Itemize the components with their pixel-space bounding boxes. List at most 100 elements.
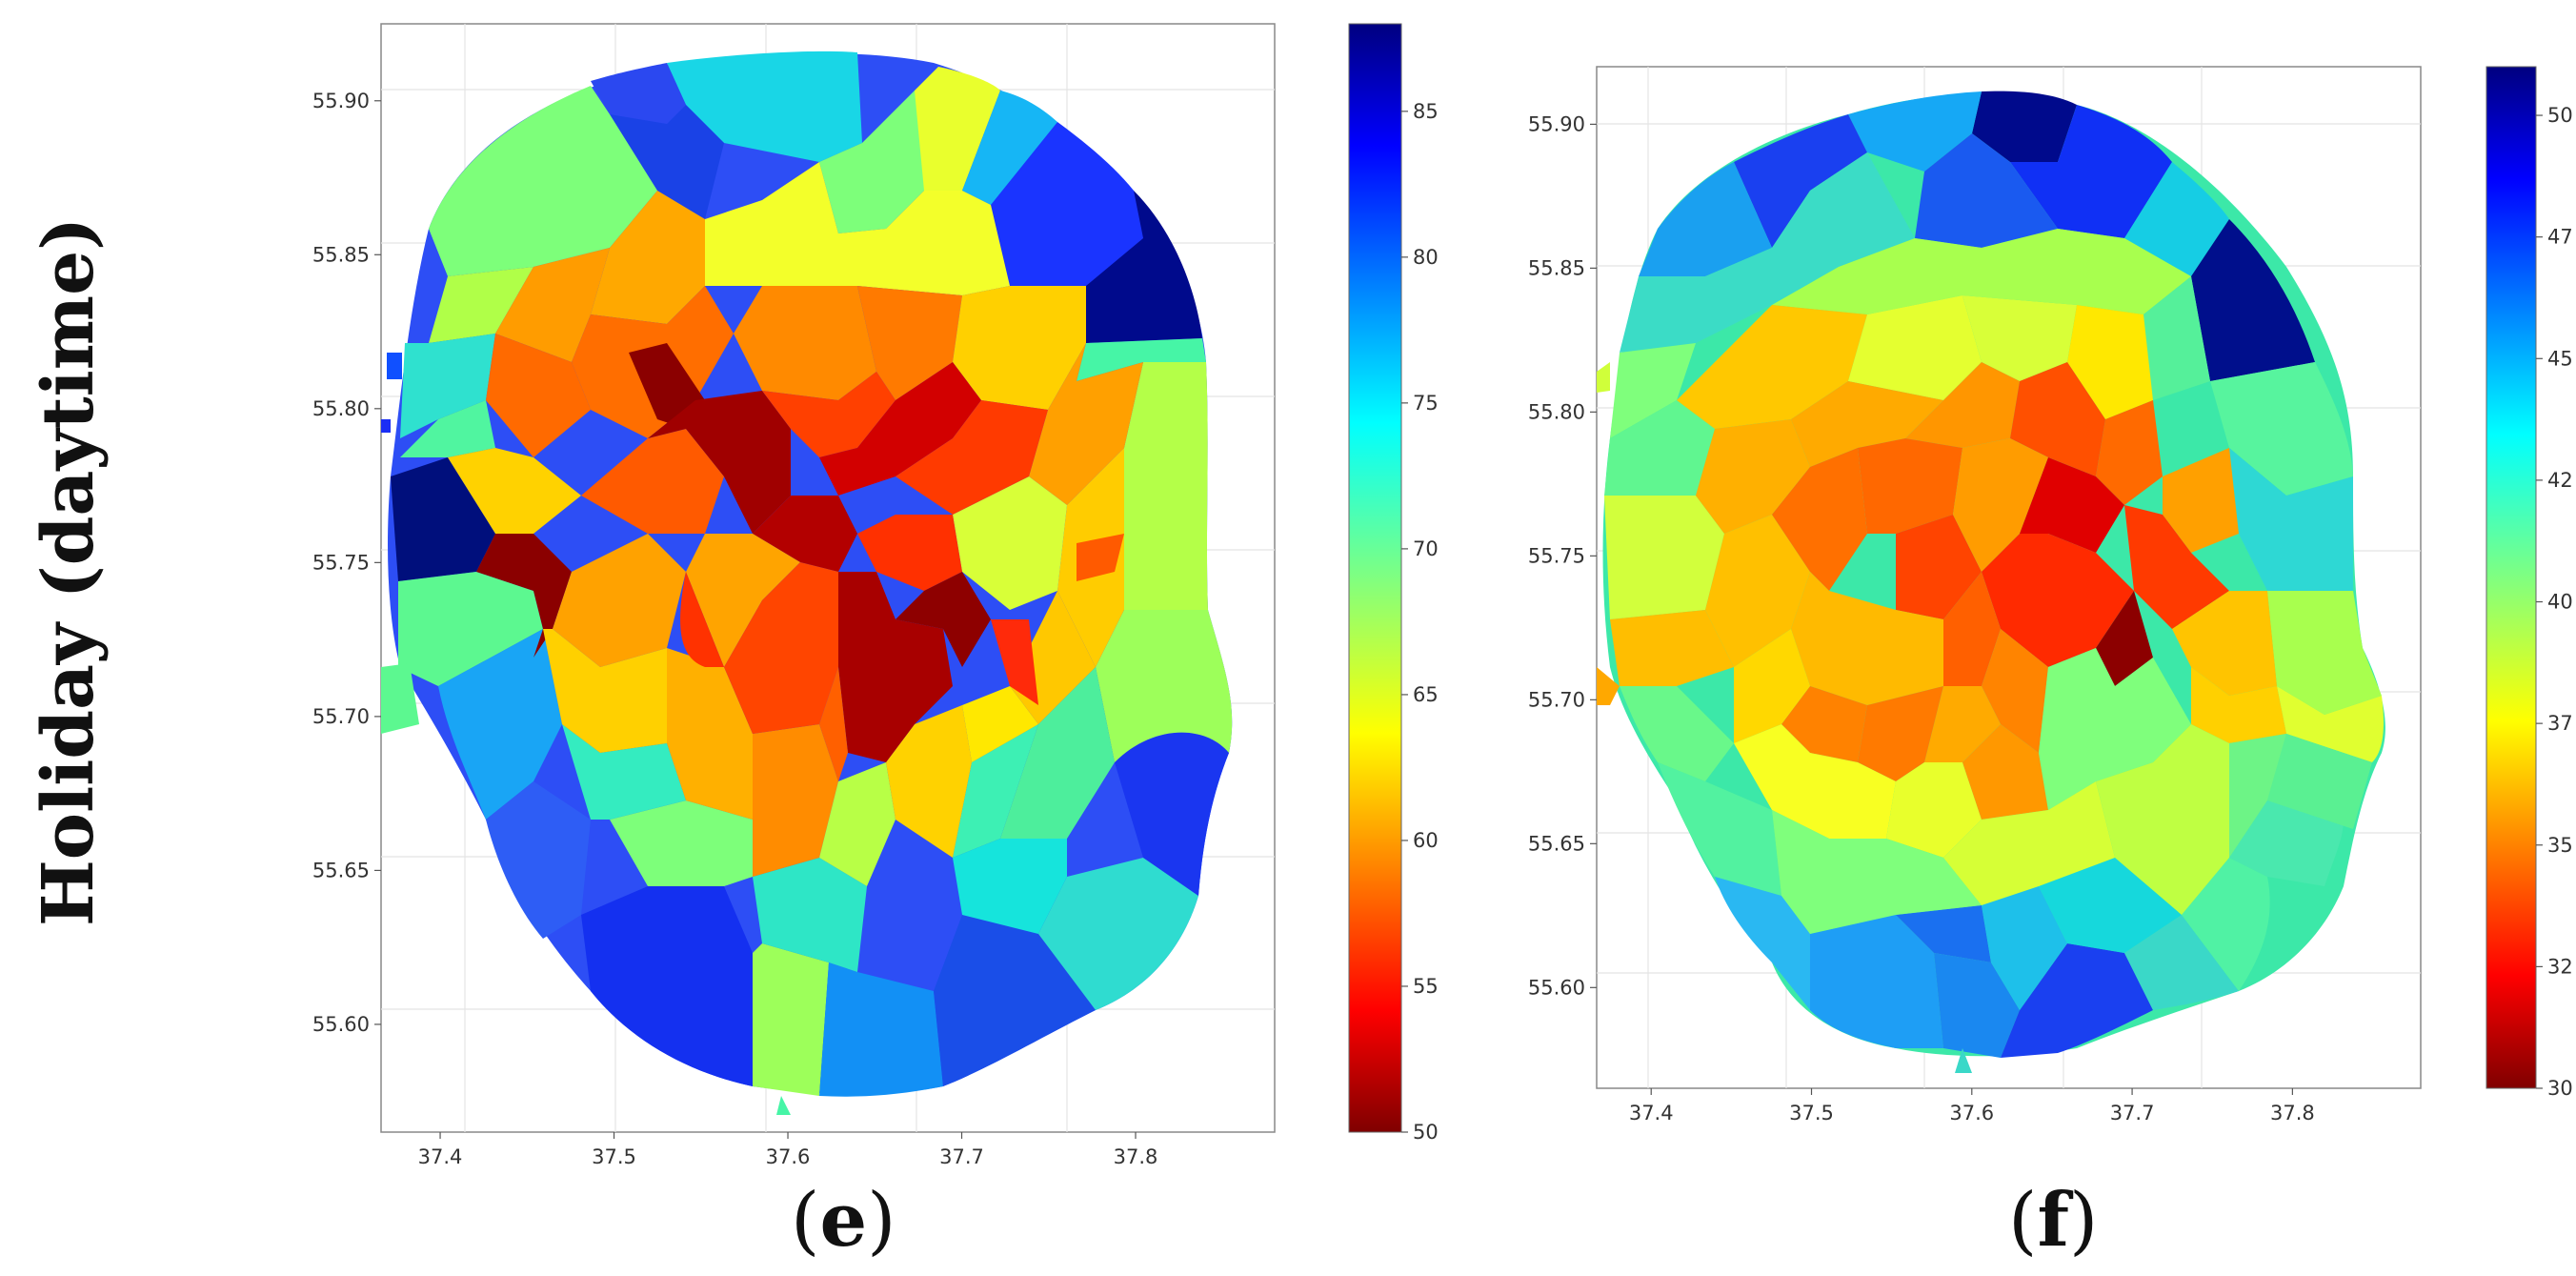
district (610, 800, 753, 886)
district (629, 343, 705, 429)
district (819, 91, 938, 233)
district (1734, 724, 1896, 839)
district (1858, 438, 1962, 534)
district (2096, 724, 2229, 915)
x-tick-label: 37.5 (1789, 1102, 1834, 1124)
y-tick-label: 55.65 (1528, 832, 1585, 855)
district (1896, 515, 1982, 619)
district (1124, 362, 1208, 610)
district (400, 400, 495, 457)
x-tick-label: 37.7 (939, 1145, 984, 1168)
district (2096, 591, 2153, 686)
district (1781, 686, 1867, 762)
district (753, 943, 829, 1096)
panel-e-label: (e) (791, 1177, 896, 1264)
y-tick-label: 55.70 (1528, 688, 1585, 711)
district (991, 619, 1038, 705)
district (819, 962, 943, 1097)
x-tick-label: 37.8 (2270, 1102, 2315, 1124)
district (2010, 105, 2172, 238)
district (429, 86, 657, 276)
district (1772, 229, 2191, 314)
district (1848, 295, 1982, 400)
district (562, 724, 686, 820)
y-tick-label: 55.60 (1528, 976, 1585, 999)
district (2163, 448, 2239, 553)
y-tick-label: 55.85 (312, 243, 370, 266)
colorbar-tick-label: 50 (1413, 1121, 1439, 1144)
district (2191, 667, 2286, 743)
district (1604, 496, 1724, 619)
district (381, 419, 391, 433)
district (1896, 905, 1991, 962)
panel-f-label-letter: f (2037, 1177, 2069, 1264)
panel-f-label-close: ) (2069, 1178, 2099, 1264)
district (1715, 877, 1810, 1010)
district (915, 67, 1000, 191)
district (1982, 534, 2134, 667)
district (1705, 515, 1810, 667)
district (1848, 91, 1982, 172)
district (387, 353, 402, 379)
colorbar-tick-label: 42 (2547, 469, 2573, 492)
colorbar-tick-label: 80 (1413, 246, 1439, 269)
district (953, 724, 1038, 858)
district (1597, 667, 1620, 705)
district (857, 286, 962, 400)
colorbar-tick-label: 47 (2547, 226, 2573, 249)
district (429, 267, 533, 343)
colorbar-tick-label: 37 (2547, 712, 2573, 735)
district (2124, 915, 2239, 1010)
district (2267, 591, 2382, 715)
district (2096, 400, 2163, 505)
district (776, 1096, 791, 1115)
district (953, 476, 1067, 610)
district (962, 686, 1038, 762)
panel-f-label: (f) (2008, 1177, 2098, 1264)
district (1905, 362, 2020, 448)
district (2172, 591, 2277, 696)
y-tick-label: 55.80 (1528, 400, 1585, 423)
district (2229, 800, 2344, 886)
panel-f: 37.4 37.5 37.6 37.7 37.8 55.60 55.65 55.70 55.7… (1528, 66, 2573, 1124)
district (1038, 858, 1198, 1010)
district (686, 534, 800, 667)
district (762, 372, 896, 457)
colorbar-tick-label: 50 (2547, 104, 2573, 127)
x-tick-label: 37.8 (1114, 1145, 1158, 1168)
district (2020, 457, 2124, 553)
colorbar-tick-label: 30 (2547, 1077, 2573, 1100)
district (1943, 572, 2001, 686)
district (1943, 781, 2115, 905)
district (886, 705, 972, 858)
district (581, 886, 753, 1086)
district (1810, 915, 1943, 1048)
district (857, 515, 962, 591)
panel-f-colorbar: 30 32 35 37 40 42 45 47 50 (2485, 66, 2573, 1100)
colorbar-tick-label: 45 (2547, 347, 2573, 370)
district (1915, 133, 2058, 248)
district (1858, 686, 1943, 781)
district (591, 63, 686, 124)
district (819, 762, 896, 886)
district (398, 572, 543, 686)
panel-e-x-axis: 37.4 37.5 37.6 37.7 37.8 (418, 1132, 1158, 1168)
y-tick-label: 55.75 (1528, 544, 1585, 567)
y-tick-label: 55.65 (312, 859, 370, 881)
y-tick-label: 55.90 (312, 90, 370, 112)
district (553, 534, 686, 667)
y-tick-label: 55.90 (1528, 112, 1585, 135)
district (610, 105, 724, 219)
district (753, 724, 838, 877)
district (1096, 610, 1233, 762)
district (1772, 448, 1867, 591)
x-tick-label: 37.7 (2110, 1102, 2155, 1124)
district (2229, 448, 2353, 591)
colorbar-tick-label: 55 (1413, 975, 1439, 998)
district (1639, 162, 1772, 276)
panel-e-y-axis: 55.60 55.65 55.70 55.75 55.80 55.85 55.90 (312, 90, 381, 1036)
district (2067, 305, 2153, 419)
colorbar-tick-label: 32 (2547, 955, 2573, 978)
district (2124, 162, 2229, 276)
